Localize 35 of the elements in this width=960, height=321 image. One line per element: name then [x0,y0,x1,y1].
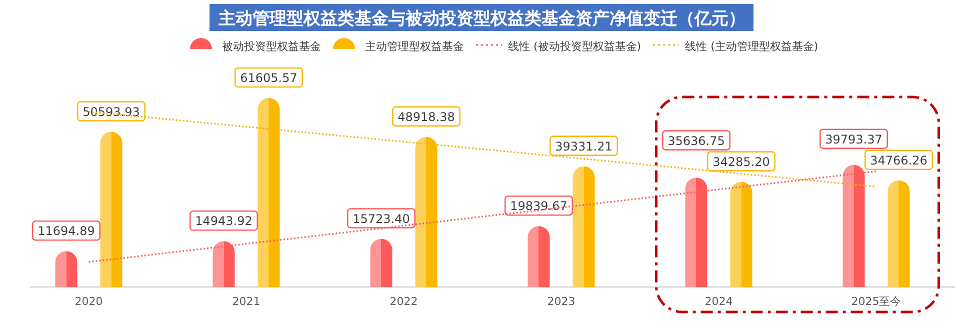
bar [370,238,392,287]
bar [888,180,910,287]
bar [258,98,280,287]
legend-label: 被动投资型权益基金 [222,40,321,53]
bar [572,166,595,287]
x-tick-label: 2025至今 [851,295,902,308]
data-label: 35636.75 [668,134,725,148]
x-tick-label: 2021 [232,295,260,308]
x-tick-label: 2024 [704,295,733,308]
data-label: 15723.40 [352,212,410,226]
bar [100,132,122,287]
bar [842,164,865,287]
data-label: 14943.92 [195,214,252,228]
x-tick-label: 2023 [547,295,576,308]
data-label: 39331.21 [555,139,612,154]
data-label: 61605.57 [240,71,298,85]
legend-label: 线性 (被动投资型权益基金) [508,40,642,53]
bar [55,251,78,287]
bar [415,136,438,287]
bar [528,226,550,287]
data-label: 50593.93 [82,104,140,119]
data-label: 19839.67 [510,199,568,214]
legend-label: 线性 (主动管理型权益基金) [685,40,818,53]
data-label: 34285.20 [712,154,770,169]
data-label: 48918.38 [398,110,455,124]
x-tick-label: 2022 [390,295,418,308]
x-tick-label: 2020 [74,295,103,308]
bar [730,182,752,287]
chart-title: 主动管理型权益类基金与被动投资型权益类基金资产净值变迁（亿元） [218,9,746,29]
data-label: 39793.37 [825,132,882,146]
data-label: 11694.89 [38,224,95,238]
bar [685,178,708,287]
bar [212,241,235,287]
data-label: 34766.26 [870,153,928,168]
legend-label: 主动管理型权益基金 [365,40,464,53]
